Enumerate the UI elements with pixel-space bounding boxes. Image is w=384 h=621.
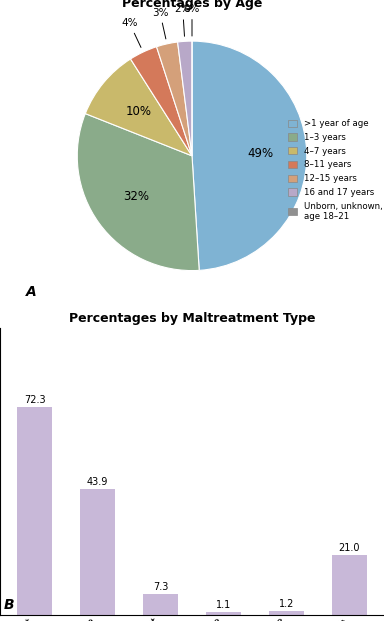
- Text: 43.9: 43.9: [87, 477, 108, 487]
- Bar: [332, 555, 367, 615]
- Text: 1.1: 1.1: [216, 600, 231, 610]
- Text: 4%: 4%: [121, 18, 141, 47]
- Title: Percentages by Age: Percentages by Age: [122, 0, 262, 10]
- Text: 10%: 10%: [126, 106, 152, 119]
- Text: 2%: 2%: [175, 4, 191, 36]
- Title: Percentages by Maltreatment Type: Percentages by Maltreatment Type: [69, 312, 315, 325]
- Text: 21.0: 21.0: [339, 543, 360, 553]
- Text: B: B: [4, 597, 15, 612]
- Wedge shape: [157, 42, 192, 156]
- Text: 72.3: 72.3: [24, 396, 46, 406]
- Wedge shape: [131, 47, 192, 156]
- Wedge shape: [85, 59, 192, 156]
- Bar: [80, 489, 115, 615]
- Bar: [17, 407, 52, 615]
- Text: 32%: 32%: [123, 190, 149, 203]
- Text: 49%: 49%: [248, 147, 274, 160]
- Text: 3%: 3%: [152, 7, 168, 39]
- Text: A: A: [26, 285, 36, 299]
- Wedge shape: [77, 114, 199, 271]
- Legend: >1 year of age, 1–3 years, 4–7 years, 8–11 years, 12–15 years, 16 and 17 years, : >1 year of age, 1–3 years, 4–7 years, 8–…: [288, 119, 382, 221]
- Wedge shape: [192, 41, 307, 270]
- Text: 7.3: 7.3: [153, 582, 168, 592]
- Bar: [269, 611, 304, 615]
- Bar: [143, 594, 178, 615]
- Text: 0%: 0%: [184, 4, 200, 36]
- Text: 1.2: 1.2: [279, 599, 294, 609]
- Bar: [206, 612, 241, 615]
- Wedge shape: [178, 41, 192, 156]
